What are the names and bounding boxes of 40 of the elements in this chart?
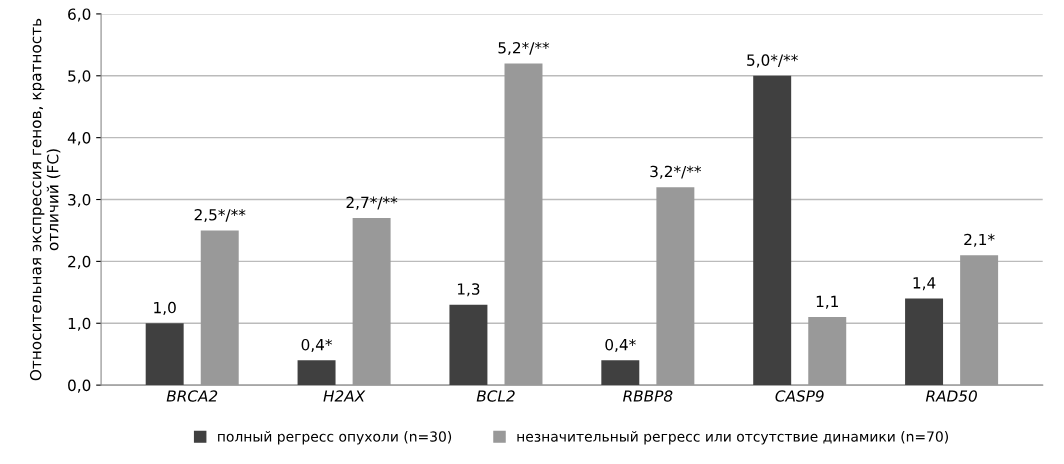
x-tick-label: RAD50 [925,390,977,402]
data-label: 1,1 [816,295,838,309]
data-label: 1,3 [457,283,480,297]
x-tick-label: BCL2 [476,390,515,402]
legend-label: полный регресс опухоли (n=30) [218,431,452,445]
y-tick-label: 2,0 [68,255,91,269]
data-label: 2,1* [964,233,995,247]
bar [145,323,184,386]
data-label: 5,2*/** [498,41,550,56]
y-tick-label: 1,0 [68,317,91,331]
x-tick-label: CASP9 [775,390,824,402]
legend-label: незначительный регресс или отсутствие динамики (n=70) [517,431,948,445]
bar [601,360,640,386]
y-tick-label: 5,0 [68,70,91,84]
y-tick-label: 6,0 [68,8,91,22]
bar [656,187,695,386]
x-tick-label: H2AX [323,390,366,402]
data-label: 2,5*/** [194,208,246,223]
bar [753,75,792,386]
data-label: 1,4 [913,277,936,291]
bar [808,317,847,386]
data-label: 0,4* [301,338,333,353]
bar [504,63,543,386]
y-axis-title: Относительная экспрессия генов, кратность отличий (FC) [29,18,61,381]
bar [905,298,944,386]
y-tick-label: 4,0 [67,132,91,146]
data-label: 0,4* [605,338,636,353]
bar [200,230,239,386]
data-label: 3,2*/** [650,165,702,179]
y-tick-label: 0,0 [68,379,91,393]
bar [449,304,488,386]
data-label: 1,0 [154,301,176,315]
x-tick-label: BRCA2 [166,390,218,402]
x-tick-label: RBBP8 [622,390,673,402]
y-tick-label: 3,0 [68,193,91,208]
data-label: 2,7*/** [346,196,398,210]
bar [297,360,336,386]
bar [960,255,999,386]
data-label: 5,0*/** [747,54,798,68]
bar [352,218,391,386]
